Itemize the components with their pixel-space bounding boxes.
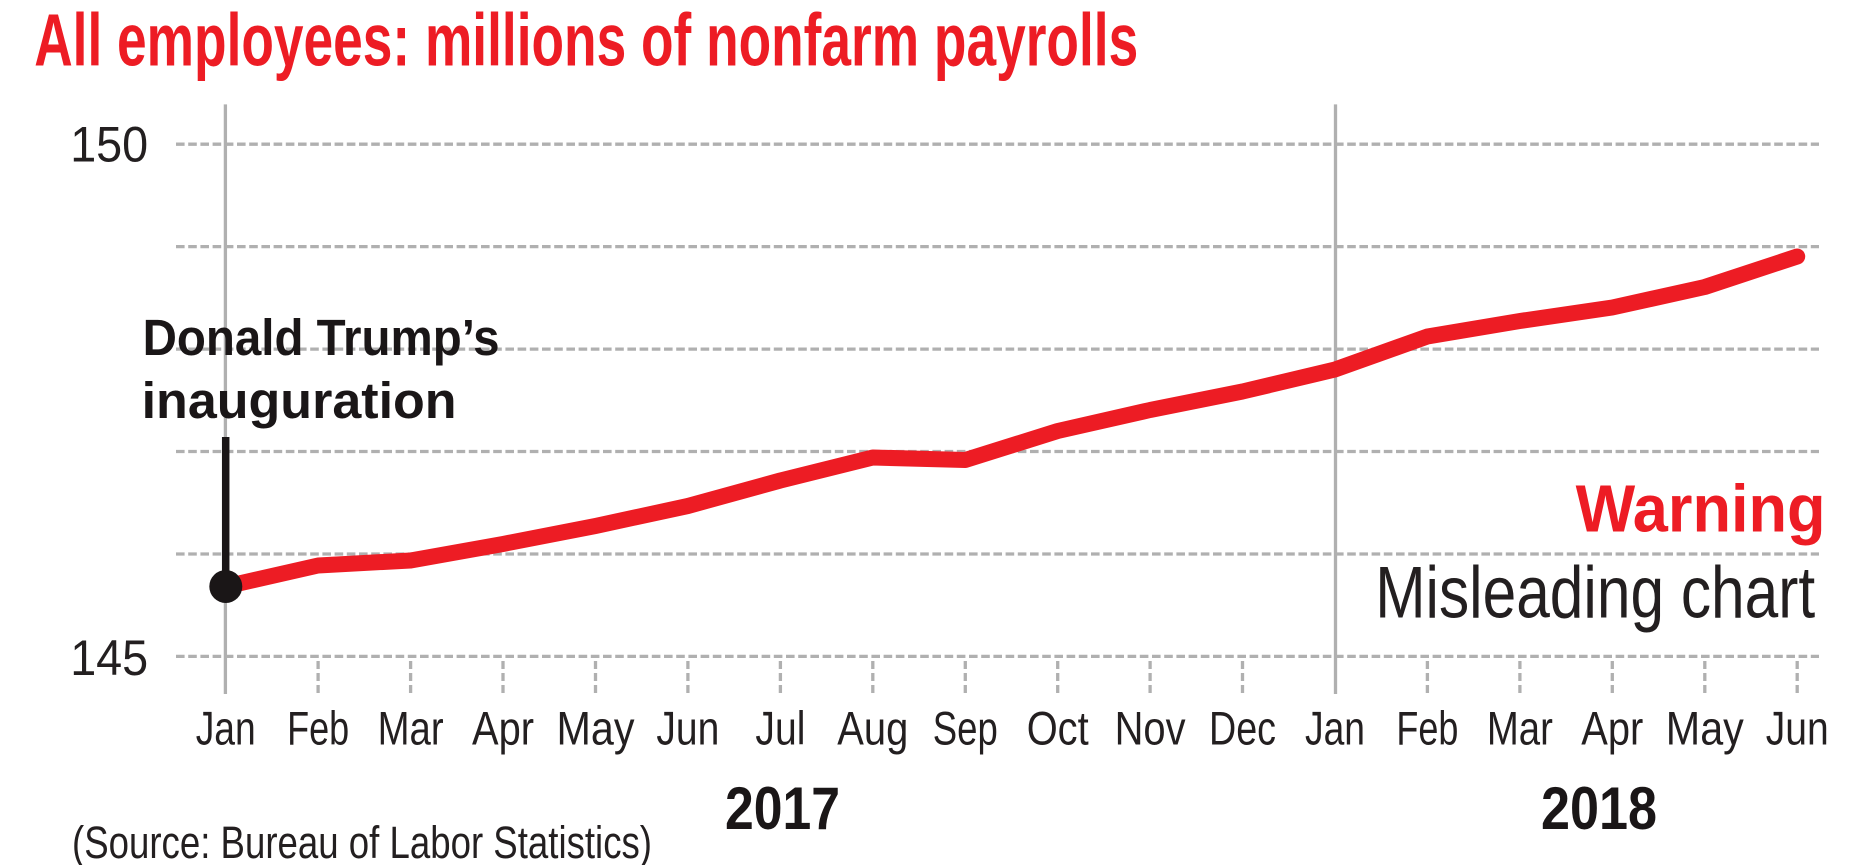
svg-text:Mar: Mar [1487,702,1553,755]
svg-text:2018: 2018 [1541,774,1657,842]
svg-text:Jan: Jan [196,702,256,755]
svg-text:2017: 2017 [725,774,840,842]
svg-text:Apr: Apr [1581,702,1643,755]
svg-text:Warning: Warning [1576,472,1826,547]
svg-text:Donald Trump’s: Donald Trump’s [143,309,500,366]
svg-text:145: 145 [70,630,148,686]
svg-text:Sep: Sep [933,702,998,755]
svg-text:Jan: Jan [1305,702,1365,755]
svg-text:Dec: Dec [1209,702,1276,755]
svg-text:May: May [557,702,635,755]
svg-text:inauguration: inauguration [142,372,457,429]
svg-text:Apr: Apr [472,702,534,755]
svg-text:Feb: Feb [287,702,349,755]
svg-text:Mar: Mar [378,702,444,755]
svg-text:Misleading chart: Misleading chart [1375,553,1815,634]
svg-text:All employees: millions of non: All employees: millions of nonfarm payro… [34,0,1138,82]
svg-text:Aug: Aug [837,702,908,755]
svg-text:Jun: Jun [656,702,719,755]
svg-text:Feb: Feb [1396,702,1458,755]
svg-text:Oct: Oct [1027,702,1089,755]
svg-text:150: 150 [70,117,148,173]
svg-text:(Source: Bureau of Labor Stati: (Source: Bureau of Labor Statistics) [72,817,652,865]
svg-text:Nov: Nov [1115,702,1186,755]
svg-text:May: May [1666,702,1744,755]
svg-text:Jun: Jun [1766,702,1829,755]
svg-text:Jul: Jul [755,702,805,755]
